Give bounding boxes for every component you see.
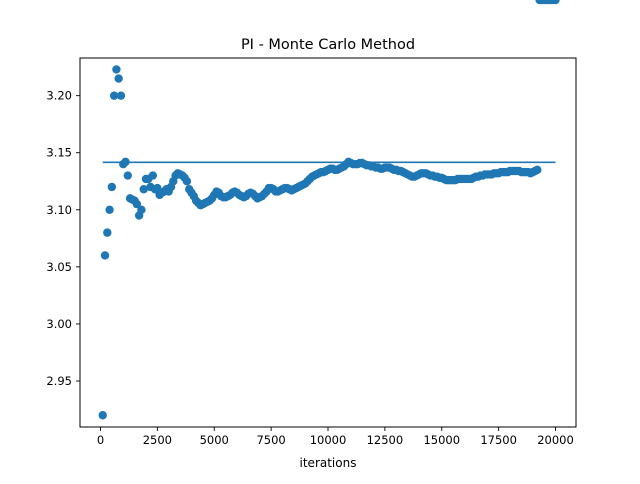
x-tick-label: 15000: [423, 433, 460, 447]
data-point: [116, 91, 126, 100]
x-tick-label: 7500: [256, 433, 285, 447]
y-tick-label: 3.05: [46, 260, 72, 274]
data-point: [137, 205, 146, 215]
data-point: [551, 0, 560, 5]
x-tick-label: 0: [97, 433, 104, 447]
y-tick-label: 2.95: [46, 374, 72, 388]
x-tick-label: 20000: [537, 433, 574, 447]
y-tick-label: 3.20: [46, 89, 72, 103]
data-point: [103, 228, 112, 237]
y-tick-label: 3.15: [46, 146, 72, 160]
data-point: [114, 74, 123, 83]
data-point: [132, 199, 142, 209]
y-tick-label: 3.10: [46, 203, 72, 217]
data-point: [107, 182, 117, 192]
y-tick-label: 3.00: [46, 317, 72, 331]
data-point: [139, 185, 148, 194]
data-point: [533, 165, 542, 175]
x-tick-label: 10000: [310, 433, 347, 447]
data-point: [100, 251, 110, 260]
x-tick-label: 12500: [367, 433, 404, 447]
data-point: [148, 171, 158, 180]
data-point: [109, 91, 119, 100]
x-tick-label: 17500: [480, 433, 517, 447]
data-layer: [98, 0, 560, 420]
data-point: [112, 65, 121, 74]
data-point: [105, 205, 114, 215]
x-tick-label: 5000: [200, 433, 229, 447]
axis-layer: 0 2500 5000 7500 10000 12500 15000 17500 20000 2.…: [46, 89, 573, 447]
data-point: [182, 177, 192, 186]
x-tick-label: 2500: [143, 433, 172, 447]
data-point: [123, 171, 132, 180]
data-point: [98, 411, 107, 420]
chart-title: PI - Monte Carlo Method: [241, 37, 415, 53]
x-axis-label: iterations: [300, 456, 357, 470]
